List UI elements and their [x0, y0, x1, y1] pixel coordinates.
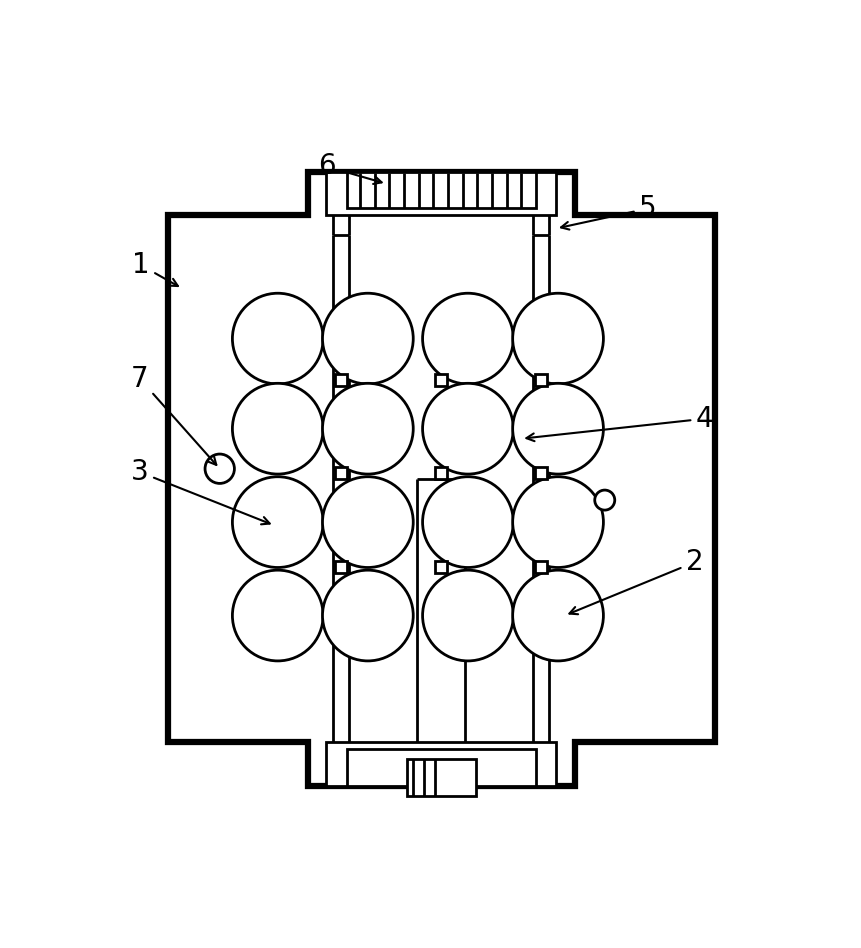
- Polygon shape: [168, 172, 715, 786]
- Circle shape: [232, 293, 323, 384]
- Circle shape: [232, 477, 323, 568]
- Circle shape: [205, 454, 234, 483]
- Circle shape: [595, 490, 615, 510]
- Bar: [436, 561, 447, 573]
- Circle shape: [512, 293, 604, 384]
- Bar: [326, 172, 556, 215]
- Text: 6: 6: [318, 153, 381, 184]
- Text: 5: 5: [561, 194, 657, 229]
- Bar: [335, 374, 347, 386]
- Bar: [536, 561, 548, 573]
- Circle shape: [423, 293, 513, 384]
- Bar: [335, 561, 347, 573]
- Circle shape: [512, 477, 604, 568]
- Circle shape: [423, 477, 513, 568]
- Bar: [436, 374, 447, 386]
- Circle shape: [323, 293, 413, 384]
- Circle shape: [423, 383, 513, 474]
- Circle shape: [423, 570, 513, 661]
- Bar: [346, 749, 536, 786]
- Text: 4: 4: [526, 405, 714, 441]
- Circle shape: [232, 383, 323, 474]
- Bar: [326, 742, 556, 786]
- Circle shape: [232, 570, 323, 661]
- Bar: [335, 467, 347, 480]
- Bar: [536, 374, 548, 386]
- Circle shape: [323, 383, 413, 474]
- Circle shape: [512, 570, 604, 661]
- Circle shape: [512, 383, 604, 474]
- Text: 2: 2: [569, 548, 703, 614]
- Bar: [436, 467, 447, 480]
- Circle shape: [323, 570, 413, 661]
- Bar: [346, 172, 536, 209]
- Bar: [536, 467, 548, 480]
- Text: 1: 1: [133, 251, 178, 286]
- Bar: [406, 759, 476, 795]
- Text: 7: 7: [131, 365, 216, 465]
- Text: 3: 3: [131, 458, 269, 524]
- Circle shape: [323, 477, 413, 568]
